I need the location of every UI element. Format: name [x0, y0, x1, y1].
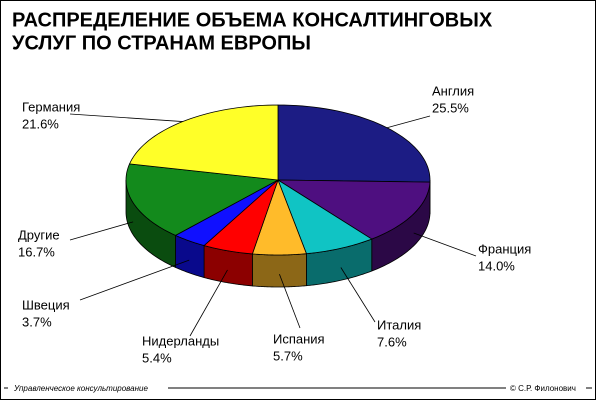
leader-line — [340, 267, 376, 323]
pie-slice — [251, 178, 307, 256]
slice-value: 7.6% — [377, 334, 407, 349]
pie-slice — [174, 179, 279, 246]
slice-label: Нидерланды — [142, 333, 219, 348]
leader-line — [279, 274, 301, 329]
pie-slice — [276, 179, 431, 240]
leader-line — [79, 259, 190, 301]
footer-text: Управленческое консультирование — [13, 384, 148, 393]
pie-slice — [203, 178, 279, 255]
leader-line — [189, 269, 228, 337]
footer-text: © С.Р. Филонович — [510, 384, 576, 393]
slice-value: 16.7% — [18, 244, 55, 259]
slice-value: 14.0% — [478, 258, 515, 273]
chart-title: УСЛУГ ПО СТРАНАМ ЕВРОПЫ — [12, 32, 311, 54]
leader-line — [69, 221, 134, 241]
slice-label: Италия — [377, 317, 421, 332]
leader-line — [413, 232, 477, 257]
slice-value: 3.7% — [22, 314, 52, 329]
pie-slice — [125, 163, 280, 236]
slice-label: Другие — [18, 227, 60, 242]
slice-value: 25.5% — [432, 100, 469, 115]
slice-value: 5.4% — [142, 350, 172, 365]
slice-label: Франция — [478, 241, 531, 256]
slice-label: Испания — [273, 331, 325, 346]
pie-slice — [277, 179, 373, 255]
leader-line — [69, 113, 183, 122]
slice-label: Германия — [22, 99, 80, 114]
leader-line — [386, 115, 431, 129]
slice-value: 21.6% — [22, 116, 59, 131]
slice-label: Англия — [432, 83, 474, 98]
slice-label: Швеция — [22, 297, 70, 312]
slice-value: 5.7% — [273, 348, 303, 363]
pie-side — [251, 252, 308, 288]
chart-title: РАСПРЕДЕЛЕНИЕ ОБЪЕМА КОНСАЛТИНГОВЫХ — [12, 9, 493, 31]
